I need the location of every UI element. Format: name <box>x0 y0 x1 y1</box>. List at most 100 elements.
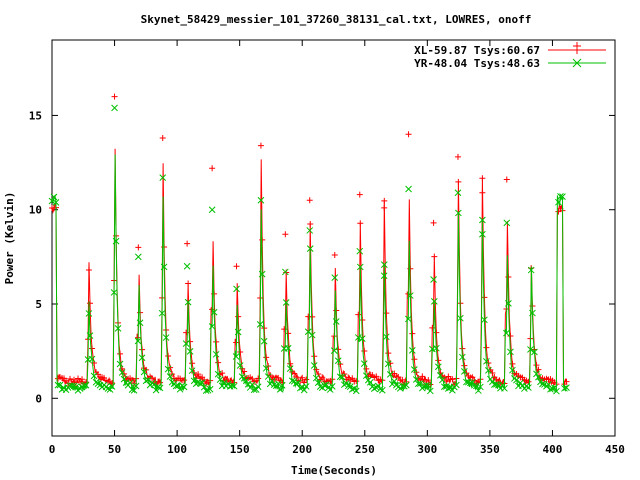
data-point <box>455 209 462 217</box>
data-point <box>353 378 360 385</box>
data-point <box>449 386 456 394</box>
data-point <box>266 380 274 388</box>
x-tick-label: 200 <box>292 443 312 456</box>
data-point <box>118 369 126 376</box>
chart-title: Skynet_58429_messier_101_37260_38131_cal… <box>141 13 532 26</box>
data-point <box>285 330 292 337</box>
data-point <box>557 193 564 200</box>
data-point <box>473 382 480 390</box>
data-point <box>406 292 414 299</box>
data-point <box>316 383 324 391</box>
peak-point <box>331 251 338 258</box>
data-point <box>212 350 220 358</box>
data-point <box>198 379 206 387</box>
data-point <box>432 344 440 352</box>
data-point <box>475 387 482 394</box>
x-tick-label: 400 <box>543 443 563 456</box>
data-point <box>274 380 282 387</box>
data-point <box>276 386 284 393</box>
data-point <box>156 384 164 392</box>
data-point <box>533 370 540 378</box>
data-point <box>453 381 460 389</box>
data-point <box>505 300 512 307</box>
data-point <box>190 377 198 385</box>
data-point <box>553 387 560 395</box>
data-point <box>117 350 124 357</box>
data-point <box>373 373 380 380</box>
x-tick-label: 100 <box>167 443 187 456</box>
data-point <box>214 370 222 378</box>
peak-point <box>159 135 166 142</box>
data-point <box>411 356 418 363</box>
data-point <box>79 376 86 383</box>
peak-point <box>184 240 191 247</box>
data-point <box>119 365 126 372</box>
peak-point <box>405 131 412 138</box>
data-point <box>501 384 508 392</box>
data-point <box>385 350 392 357</box>
data-point <box>279 379 286 386</box>
data-point <box>268 377 276 385</box>
data-point <box>517 379 524 387</box>
data-point <box>549 385 556 393</box>
data-point <box>184 298 192 306</box>
data-point <box>459 353 466 361</box>
data-point <box>116 360 124 368</box>
data-point <box>499 381 506 389</box>
data-point <box>483 357 490 365</box>
data-point <box>50 193 58 201</box>
data-point <box>349 375 356 382</box>
data-point <box>338 373 346 381</box>
data-point <box>284 344 292 352</box>
legend-marker-yr <box>572 58 582 68</box>
data-point <box>391 370 398 377</box>
peak-point <box>503 219 511 227</box>
data-point <box>426 387 434 395</box>
data-point <box>164 365 172 373</box>
peak-point <box>380 272 388 280</box>
y-tick-label: 15 <box>29 109 42 122</box>
data-point <box>188 367 196 375</box>
data-point <box>67 375 74 382</box>
data-point <box>440 383 448 391</box>
data-point <box>200 383 208 391</box>
data-point <box>525 384 532 391</box>
data-point <box>398 382 406 390</box>
data-point <box>291 370 298 377</box>
data-point <box>254 383 262 391</box>
data-point <box>533 362 540 369</box>
data-point <box>481 294 488 301</box>
data-point <box>260 337 268 345</box>
data-point <box>185 280 192 287</box>
data-point <box>202 387 210 395</box>
data-point <box>204 386 212 394</box>
peak-point <box>282 231 289 238</box>
data-point <box>308 331 316 339</box>
data-point <box>282 299 290 306</box>
data-point <box>561 384 568 392</box>
data-point <box>555 198 562 206</box>
data-point <box>362 372 370 380</box>
data-point <box>129 376 136 383</box>
data-point <box>160 263 168 271</box>
data-point <box>303 376 310 383</box>
peak-point <box>233 263 240 270</box>
data-point <box>90 372 98 380</box>
series-line-xl <box>51 148 567 387</box>
data-point <box>563 384 570 391</box>
peak-point <box>430 219 437 226</box>
data-point <box>404 315 412 323</box>
data-point <box>278 382 286 389</box>
data-point <box>286 365 294 372</box>
data-point <box>104 385 112 392</box>
data-point <box>430 298 438 305</box>
data-point <box>166 373 174 380</box>
data-point <box>248 381 256 388</box>
data-point <box>551 384 558 392</box>
data-point <box>503 329 510 337</box>
peak-point <box>257 142 264 149</box>
data-point <box>409 330 416 337</box>
data-point <box>120 375 128 383</box>
data-point <box>87 300 94 307</box>
data-point <box>206 385 214 393</box>
